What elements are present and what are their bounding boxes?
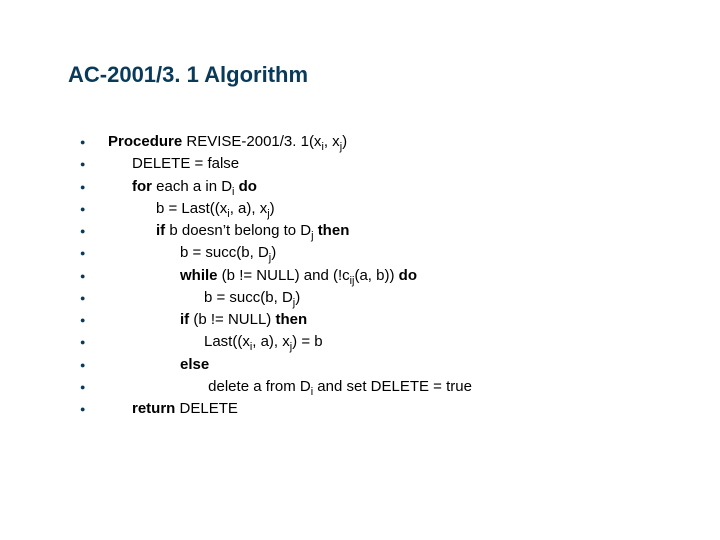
bullet-icon: ● xyxy=(78,310,98,330)
code-text: b = Last((xi, a), xj) xyxy=(98,199,275,219)
code-text: b = succ(b, Dj) xyxy=(98,243,276,263)
bullet-icon: ● xyxy=(78,355,98,375)
code-text: else xyxy=(98,355,209,375)
bullet-icon: ● xyxy=(78,288,98,308)
code-line: ●while (b != NULL) and (!cij(a, b)) do xyxy=(78,266,652,286)
bullet-icon: ● xyxy=(78,332,98,352)
code-text: for each a in Di do xyxy=(98,177,257,197)
code-text: DELETE = false xyxy=(98,154,239,174)
bullet-icon: ● xyxy=(78,132,98,152)
code-text: Procedure REVISE-2001/3. 1(xi, xj) xyxy=(98,132,347,152)
pseudocode-block: ●Procedure REVISE-2001/3. 1(xi, xj)●DELE… xyxy=(68,132,652,419)
code-text: b = succ(b, Dj) xyxy=(98,288,300,308)
slide-title: AC-2001/3. 1 Algorithm xyxy=(68,62,652,88)
code-line: ●DELETE = false xyxy=(78,154,652,174)
bullet-icon: ● xyxy=(78,399,98,419)
code-line: ●Last((xi, a), xj) = b xyxy=(78,332,652,352)
code-text: if (b != NULL) then xyxy=(98,310,307,330)
bullet-icon: ● xyxy=(78,221,98,241)
code-line: ●b = succ(b, Dj) xyxy=(78,288,652,308)
code-line: ●Procedure REVISE-2001/3. 1(xi, xj) xyxy=(78,132,652,152)
code-line: ● delete a from Di and set DELETE = true xyxy=(78,377,652,397)
bullet-icon: ● xyxy=(78,377,98,397)
code-line: ●if b doesn’t belong to Dj then xyxy=(78,221,652,241)
code-text: while (b != NULL) and (!cij(a, b)) do xyxy=(98,266,417,286)
bullet-icon: ● xyxy=(78,154,98,174)
code-text: if b doesn’t belong to Dj then xyxy=(98,221,349,241)
code-line: ●for each a in Di do xyxy=(78,177,652,197)
code-line: ●else xyxy=(78,355,652,375)
slide: AC-2001/3. 1 Algorithm ●Procedure REVISE… xyxy=(0,0,720,451)
code-line: ●return DELETE xyxy=(78,399,652,419)
bullet-icon: ● xyxy=(78,199,98,219)
code-line: ●b = succ(b, Dj) xyxy=(78,243,652,263)
code-text: delete a from Di and set DELETE = true xyxy=(98,377,472,397)
code-text: Last((xi, a), xj) = b xyxy=(98,332,323,352)
code-line: ●b = Last((xi, a), xj) xyxy=(78,199,652,219)
code-text: return DELETE xyxy=(98,399,238,419)
bullet-icon: ● xyxy=(78,266,98,286)
code-line: ●if (b != NULL) then xyxy=(78,310,652,330)
bullet-icon: ● xyxy=(78,243,98,263)
bullet-icon: ● xyxy=(78,177,98,197)
